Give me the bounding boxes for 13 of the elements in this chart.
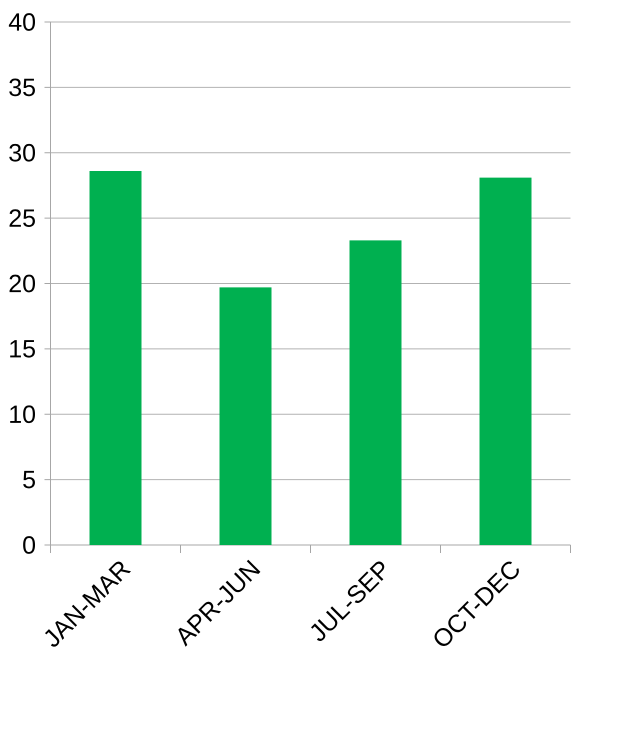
y-tick-label: 10 <box>10 405 36 424</box>
y-tick-label: 15 <box>10 340 36 358</box>
y-tick-label: 20 <box>10 274 36 292</box>
y-tick-label: 5 <box>23 470 36 488</box>
y-tick-label: 30 <box>10 144 36 162</box>
bar <box>480 178 532 545</box>
y-tick-label: 0 <box>23 536 36 554</box>
y-tick-label: 40 <box>9 13 36 31</box>
y-tick-label: 35 <box>10 78 36 96</box>
y-tick-label: 25 <box>10 209 36 227</box>
bar <box>220 287 272 545</box>
bar <box>350 240 402 545</box>
bar <box>90 171 142 545</box>
